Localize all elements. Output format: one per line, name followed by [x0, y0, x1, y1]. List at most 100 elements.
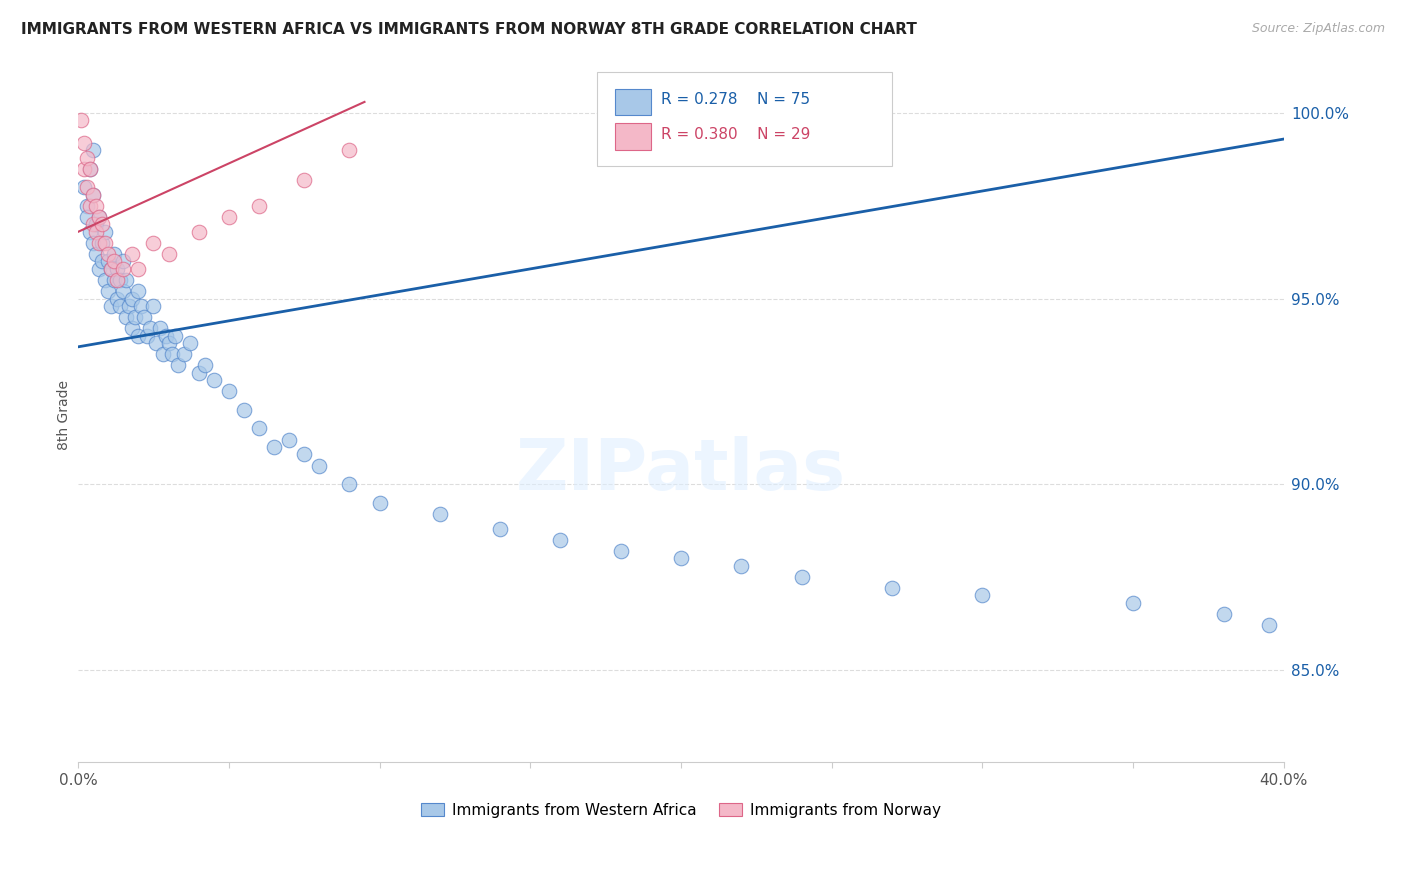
Point: [972, 589, 994, 603]
Bar: [614, 123, 651, 150]
Point: [89, 235, 111, 250]
Point: [82, 187, 104, 202]
Text: R = 0.278    N = 75: R = 0.278 N = 75: [661, 92, 810, 107]
Point: [94, 225, 117, 239]
Point: [79, 161, 101, 176]
Point: [89, 261, 111, 276]
Point: [70, 113, 93, 128]
Point: [97, 247, 120, 261]
Point: [89, 210, 111, 224]
Point: [139, 321, 162, 335]
Point: [187, 366, 209, 380]
Point: [73, 161, 96, 176]
Point: [173, 347, 195, 361]
Point: [100, 299, 122, 313]
Point: [308, 458, 330, 473]
Point: [368, 496, 391, 510]
Point: [121, 321, 143, 335]
Point: [73, 180, 96, 194]
Point: [103, 247, 125, 261]
FancyBboxPatch shape: [596, 72, 891, 166]
Point: [218, 384, 240, 399]
Point: [82, 218, 104, 232]
Point: [609, 544, 631, 558]
Point: [97, 254, 120, 268]
Point: [118, 299, 141, 313]
Point: [179, 336, 201, 351]
Point: [160, 347, 183, 361]
Point: [730, 558, 752, 573]
Point: [292, 173, 315, 187]
Point: [94, 273, 117, 287]
Point: [112, 254, 135, 268]
Text: R = 0.380    N = 29: R = 0.380 N = 29: [661, 127, 810, 142]
Point: [82, 187, 104, 202]
Point: [136, 328, 159, 343]
Point: [94, 235, 117, 250]
Point: [84, 225, 107, 239]
Point: [89, 210, 111, 224]
Point: [103, 254, 125, 268]
Point: [157, 336, 180, 351]
Point: [292, 447, 315, 461]
Point: [79, 225, 101, 239]
Point: [82, 143, 104, 157]
Point: [157, 247, 180, 261]
Point: [100, 261, 122, 276]
Text: IMMIGRANTS FROM WESTERN AFRICA VS IMMIGRANTS FROM NORWAY 8TH GRADE CORRELATION C: IMMIGRANTS FROM WESTERN AFRICA VS IMMIGR…: [21, 22, 917, 37]
Point: [124, 310, 146, 325]
Point: [489, 522, 512, 536]
Point: [247, 421, 270, 435]
Point: [91, 218, 114, 232]
Point: [115, 310, 138, 325]
Point: [100, 261, 122, 276]
Point: [105, 273, 128, 287]
Point: [84, 199, 107, 213]
Bar: [614, 88, 651, 115]
Point: [247, 199, 270, 213]
Y-axis label: 8th Grade: 8th Grade: [58, 381, 72, 450]
Point: [131, 299, 153, 313]
Point: [82, 235, 104, 250]
Point: [263, 440, 285, 454]
Legend: Immigrants from Western Africa, Immigrants from Norway: Immigrants from Western Africa, Immigran…: [415, 797, 946, 824]
Point: [105, 292, 128, 306]
Point: [152, 347, 174, 361]
Text: ZIPatlas: ZIPatlas: [516, 436, 846, 506]
Point: [1257, 618, 1279, 632]
Point: [97, 284, 120, 298]
Point: [110, 273, 132, 287]
Point: [76, 210, 98, 224]
Point: [127, 261, 149, 276]
Point: [194, 359, 217, 373]
Point: [155, 328, 177, 343]
Point: [121, 292, 143, 306]
Point: [79, 161, 101, 176]
Point: [127, 284, 149, 298]
Point: [339, 143, 361, 157]
Point: [91, 254, 114, 268]
Point: [429, 507, 451, 521]
Point: [84, 247, 107, 261]
Point: [145, 336, 167, 351]
Point: [76, 180, 98, 194]
Point: [148, 321, 170, 335]
Point: [339, 477, 361, 491]
Point: [76, 151, 98, 165]
Point: [127, 328, 149, 343]
Point: [163, 328, 186, 343]
Point: [115, 273, 138, 287]
Point: [76, 199, 98, 213]
Point: [550, 533, 572, 547]
Point: [232, 403, 254, 417]
Point: [142, 235, 165, 250]
Point: [84, 218, 107, 232]
Point: [166, 359, 188, 373]
Point: [202, 373, 225, 387]
Point: [91, 235, 114, 250]
Point: [105, 261, 128, 276]
Point: [278, 433, 301, 447]
Point: [103, 273, 125, 287]
Point: [110, 299, 132, 313]
Point: [142, 299, 165, 313]
